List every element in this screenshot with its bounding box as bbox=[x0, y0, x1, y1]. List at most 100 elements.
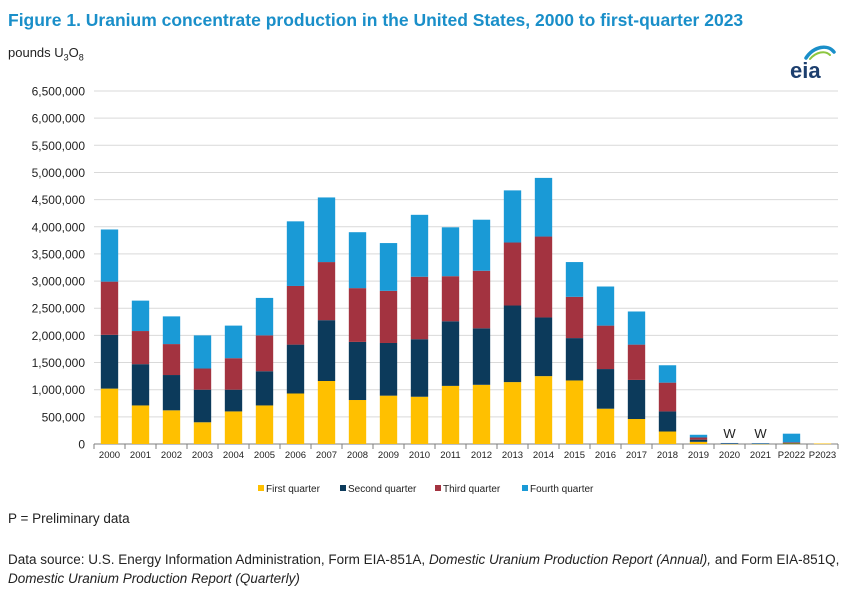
units-prefix: pounds U bbox=[8, 45, 64, 60]
data-source: Data source: U.S. Energy Information Adm… bbox=[8, 550, 858, 588]
x-tick-label: 2021 bbox=[750, 450, 771, 461]
bar-segment bbox=[224, 411, 243, 444]
y-tick-label: 500,000 bbox=[42, 410, 86, 424]
y-tick-label: 5,500,000 bbox=[32, 139, 86, 153]
x-axis-ticks: 2000 2001 2002 2003 2004 2005 2006 2007 2008 2009… bbox=[93, 444, 839, 461]
bar-segment bbox=[100, 229, 119, 282]
bar-segment bbox=[596, 369, 615, 409]
bar-segment bbox=[410, 276, 429, 340]
x-tick-label: 2006 bbox=[285, 450, 306, 461]
bar-segment bbox=[565, 338, 584, 381]
bar-segment bbox=[348, 400, 367, 444]
bar-segment bbox=[100, 334, 119, 389]
x-tick-label: 2003 bbox=[192, 450, 213, 461]
y-tick-label: 6,000,000 bbox=[32, 112, 86, 126]
x-tick-label: 2014 bbox=[533, 450, 554, 461]
bar-segment bbox=[379, 342, 398, 396]
legend-swatch bbox=[435, 485, 441, 491]
bar-segment bbox=[379, 395, 398, 444]
x-tick-label: 2011 bbox=[440, 450, 460, 461]
bar-segment bbox=[658, 411, 677, 432]
withheld-label: W bbox=[723, 426, 736, 441]
bar-segment bbox=[348, 288, 367, 342]
bar-segment bbox=[751, 443, 770, 444]
bar-segment bbox=[410, 214, 429, 277]
bar-segment bbox=[162, 344, 181, 376]
x-tick-label: 2016 bbox=[595, 450, 616, 461]
x-tick-label: 2005 bbox=[254, 450, 275, 461]
x-tick-label: P2022 bbox=[778, 450, 805, 461]
x-tick-label: 2013 bbox=[502, 450, 523, 461]
legend-swatch bbox=[258, 485, 264, 491]
y-axis-ticks: 0 500,000 1,000,000 1,500,000 2,000,000 2,500… bbox=[32, 85, 86, 452]
legend-swatch bbox=[340, 485, 346, 491]
bar-segment bbox=[286, 285, 305, 345]
bar-segment bbox=[596, 286, 615, 326]
bar-segment bbox=[224, 389, 243, 412]
bar-segment bbox=[782, 442, 801, 443]
y-tick-label: 0 bbox=[78, 438, 85, 452]
bar-segment bbox=[658, 365, 677, 383]
bar-segment bbox=[565, 380, 584, 444]
bar-segment bbox=[224, 325, 243, 359]
logo-swoosh bbox=[804, 45, 836, 60]
bar-segment bbox=[379, 243, 398, 291]
bar-segment bbox=[565, 262, 584, 297]
bar-segment bbox=[286, 221, 305, 286]
bar-segment bbox=[348, 341, 367, 401]
logo-text: eia bbox=[790, 58, 821, 82]
bar-segment bbox=[348, 232, 367, 289]
legend-label: Third quarter bbox=[443, 484, 501, 495]
bar-segment bbox=[627, 379, 646, 420]
bar-segment bbox=[441, 385, 460, 444]
bar-chart: 0 500,000 1,000,000 1,500,000 2,000,000 2,500… bbox=[32, 85, 839, 495]
bar-segment bbox=[193, 422, 212, 444]
bar-segment bbox=[410, 339, 429, 397]
x-tick-label: 2008 bbox=[347, 450, 368, 461]
y-tick-label: 3,000,000 bbox=[32, 275, 86, 289]
bar-segment bbox=[224, 358, 243, 390]
bar-segment bbox=[317, 320, 336, 382]
y-tick-label: 2,000,000 bbox=[32, 329, 86, 343]
bar-segment bbox=[317, 381, 336, 444]
x-tick-label: 2001 bbox=[130, 450, 151, 461]
chart-title: Figure 1. Uranium concentrate production… bbox=[8, 10, 744, 30]
preliminary-note: P = Preliminary data bbox=[8, 511, 130, 526]
bar-segment bbox=[317, 197, 336, 263]
bar-segment bbox=[689, 434, 708, 438]
bar-segment bbox=[472, 384, 491, 444]
bar-segment bbox=[100, 388, 119, 444]
bar-segment bbox=[596, 408, 615, 444]
x-tick-label: 2015 bbox=[564, 450, 585, 461]
bar-segment bbox=[255, 297, 274, 336]
bar-segment bbox=[503, 382, 522, 444]
eia-logo-icon: eia bbox=[790, 45, 836, 82]
bar-segment bbox=[131, 331, 150, 365]
y-tick-label: 3,500,000 bbox=[32, 247, 86, 261]
bar-segment bbox=[162, 410, 181, 444]
legend-label: First quarter bbox=[266, 484, 321, 495]
bar-segment bbox=[658, 431, 677, 444]
bar-segment bbox=[627, 344, 646, 380]
y-tick-label: 2,500,000 bbox=[32, 302, 86, 316]
y-tick-label: 4,500,000 bbox=[32, 193, 86, 207]
bar-segment bbox=[472, 219, 491, 271]
bar-segment bbox=[503, 305, 522, 383]
bar-segment bbox=[813, 443, 832, 445]
legend-swatch bbox=[522, 485, 528, 491]
bar-segment bbox=[689, 439, 708, 442]
bar-segment bbox=[410, 396, 429, 444]
logo-swoosh-inner bbox=[809, 51, 831, 60]
source-text-1: Data source: U.S. Energy Information Adm… bbox=[8, 552, 429, 567]
x-tick-label: 2007 bbox=[316, 450, 337, 461]
source-title-quarterly: Domestic Uranium Production Report (Quar… bbox=[8, 571, 300, 586]
bar-segment bbox=[503, 242, 522, 306]
units-mid: O bbox=[68, 45, 79, 60]
y-tick-label: 6,500,000 bbox=[32, 85, 86, 99]
bar-segment bbox=[689, 437, 708, 440]
bar-segment bbox=[596, 325, 615, 370]
source-title-annual: Domestic Uranium Production Report (Annu… bbox=[428, 552, 712, 567]
bar-segment bbox=[782, 443, 801, 445]
legend-label: Second quarter bbox=[348, 484, 417, 495]
bar-segment bbox=[782, 433, 801, 443]
